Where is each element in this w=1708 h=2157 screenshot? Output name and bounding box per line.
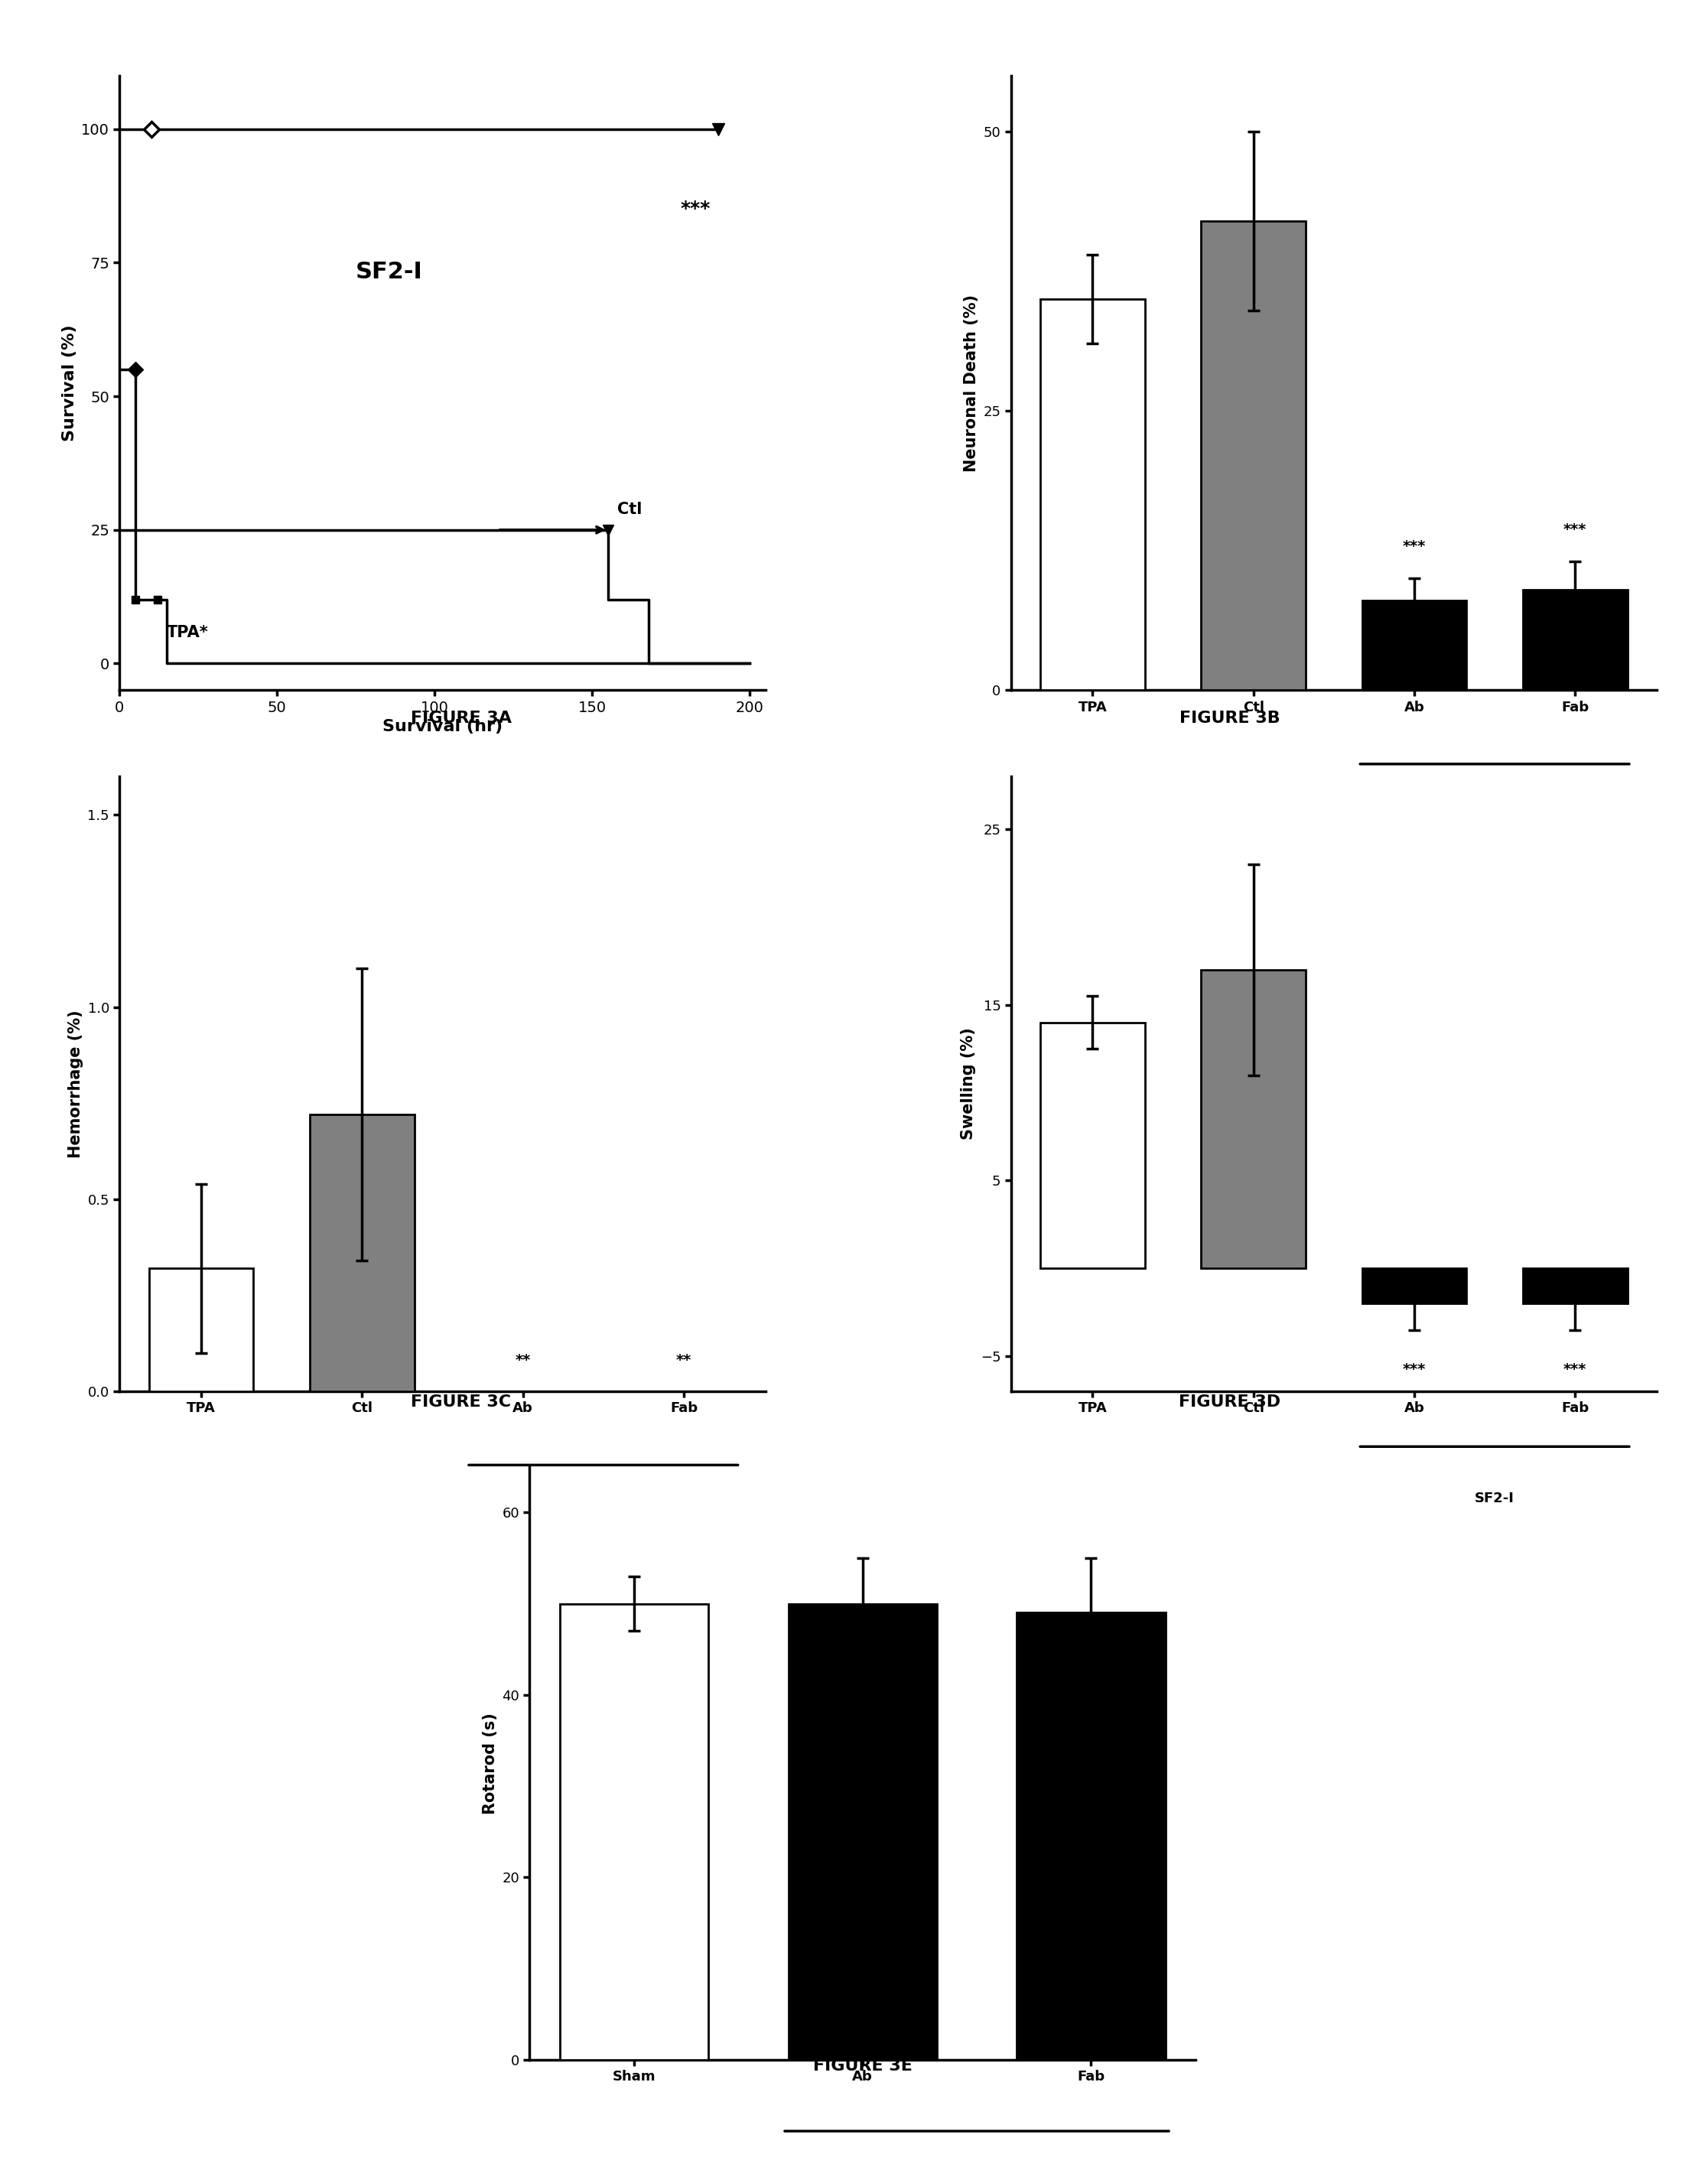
Text: ***: *** bbox=[1563, 522, 1587, 537]
Text: **: ** bbox=[516, 1352, 531, 1368]
Text: ***: *** bbox=[680, 201, 711, 218]
Text: FIGURE 3D: FIGURE 3D bbox=[1179, 1393, 1281, 1409]
Bar bbox=[1201, 971, 1305, 1268]
Bar bbox=[789, 1603, 936, 2060]
Y-axis label: Rotarod (s): Rotarod (s) bbox=[482, 1713, 497, 1814]
Text: FIGURE 3E: FIGURE 3E bbox=[813, 2058, 912, 2073]
Bar bbox=[1040, 300, 1144, 690]
Bar bbox=[560, 1603, 709, 2060]
X-axis label: Survival (hr): Survival (hr) bbox=[383, 718, 502, 733]
Bar bbox=[1361, 602, 1467, 690]
Text: ***: *** bbox=[1402, 539, 1426, 554]
Bar bbox=[1016, 1613, 1165, 2060]
Bar bbox=[1361, 1268, 1467, 1303]
Text: ***: *** bbox=[1402, 1363, 1426, 1376]
Text: SF2-I: SF2-I bbox=[1474, 815, 1515, 828]
Text: FIGURE 3C: FIGURE 3C bbox=[412, 1393, 511, 1409]
Bar bbox=[1201, 220, 1305, 690]
Y-axis label: Neuronal Death (%): Neuronal Death (%) bbox=[963, 293, 979, 472]
Text: SF2-I: SF2-I bbox=[1474, 1490, 1515, 1506]
Bar bbox=[1040, 1022, 1144, 1268]
Text: SF2-I: SF2-I bbox=[584, 1516, 623, 1529]
Text: **: ** bbox=[676, 1352, 692, 1368]
Y-axis label: Swelling (%): Swelling (%) bbox=[962, 1027, 977, 1141]
Bar bbox=[1524, 589, 1628, 690]
Text: TPA*: TPA* bbox=[167, 626, 208, 641]
Text: SF2-I: SF2-I bbox=[355, 261, 424, 283]
Bar bbox=[309, 1115, 415, 1391]
Text: ***: *** bbox=[1563, 1363, 1587, 1376]
Bar bbox=[1524, 1268, 1628, 1303]
Text: FIGURE 3B: FIGURE 3B bbox=[1179, 710, 1281, 725]
Y-axis label: Survival (%): Survival (%) bbox=[61, 324, 77, 442]
Text: FIGURE 3A: FIGURE 3A bbox=[410, 710, 512, 725]
Bar bbox=[149, 1268, 253, 1391]
Text: Ctl: Ctl bbox=[617, 503, 642, 518]
Y-axis label: Hemorrhage (%): Hemorrhage (%) bbox=[68, 1009, 84, 1158]
